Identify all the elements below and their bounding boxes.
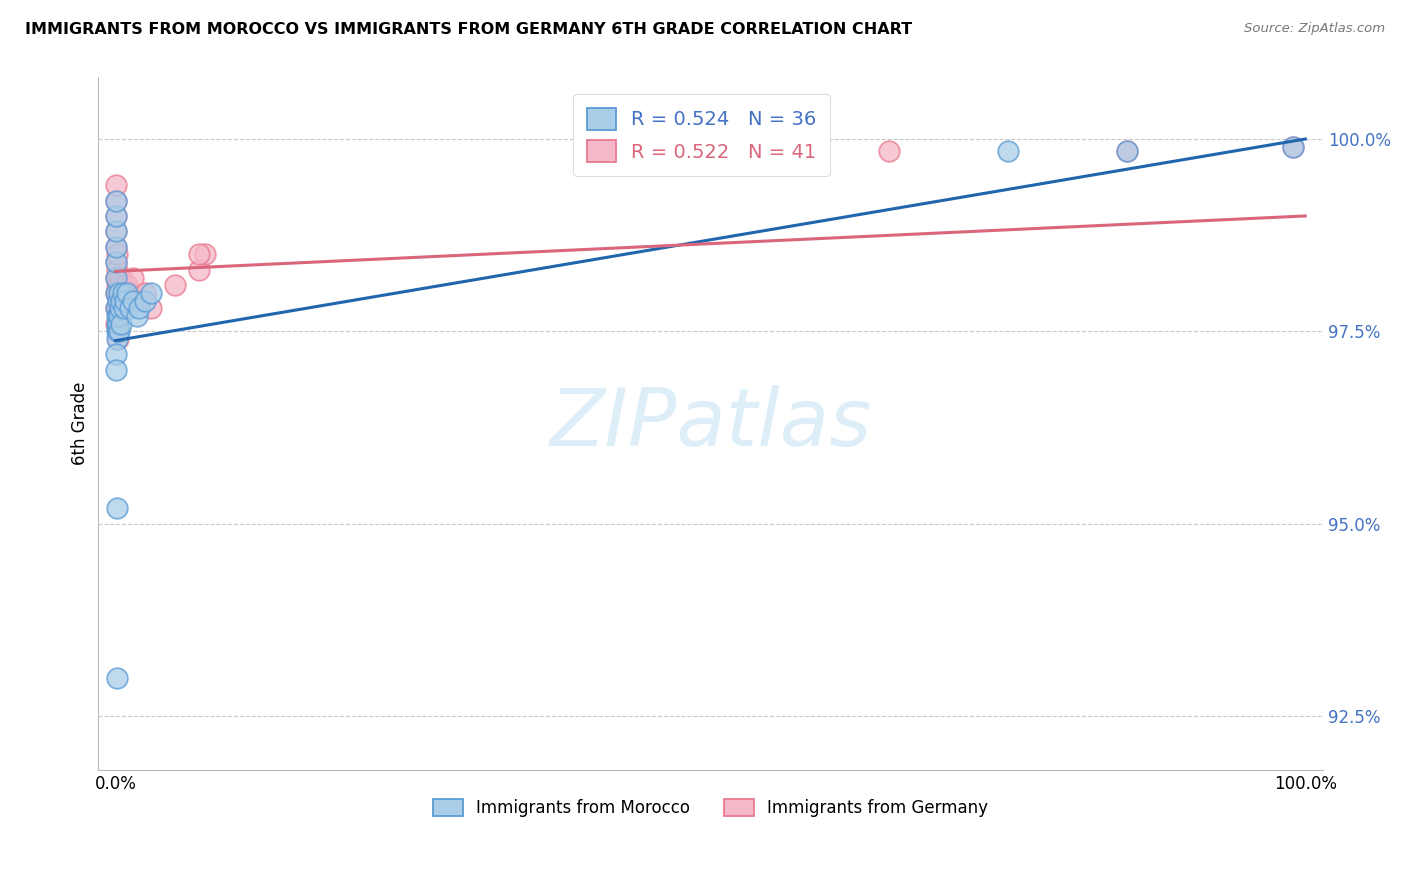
Point	[105, 194, 128, 208]
Point	[1115, 144, 1137, 158]
Point	[1115, 144, 1137, 158]
Point	[105, 240, 128, 254]
Point	[105, 247, 128, 261]
Point	[107, 293, 129, 308]
Point	[118, 301, 141, 316]
Point	[1282, 139, 1305, 153]
Point	[105, 224, 128, 238]
Point	[107, 332, 129, 346]
Point	[699, 144, 721, 158]
Point	[110, 285, 132, 300]
Point	[107, 309, 129, 323]
Point	[108, 293, 131, 308]
Point	[105, 347, 128, 361]
Point	[1282, 139, 1305, 153]
Text: Source: ZipAtlas.com: Source: ZipAtlas.com	[1244, 22, 1385, 36]
Point	[105, 270, 128, 285]
Point	[105, 317, 128, 331]
Point	[194, 247, 217, 261]
Point	[112, 301, 135, 316]
Point	[108, 301, 131, 316]
Point	[187, 262, 209, 277]
Point	[110, 293, 132, 308]
Point	[110, 317, 132, 331]
Y-axis label: 6th Grade: 6th Grade	[72, 382, 89, 466]
Point	[108, 278, 131, 293]
Point	[118, 285, 141, 300]
Point	[105, 285, 128, 300]
Point	[105, 224, 128, 238]
Point	[107, 324, 129, 338]
Point	[163, 278, 186, 293]
Point	[105, 209, 128, 223]
Point	[108, 301, 131, 316]
Point	[111, 285, 134, 300]
Point	[105, 501, 128, 516]
Point	[107, 301, 129, 316]
Point	[105, 317, 128, 331]
Point	[107, 285, 129, 300]
Point	[110, 270, 132, 285]
Point	[107, 278, 129, 293]
Point	[112, 278, 135, 293]
Point	[107, 317, 129, 331]
Point	[105, 209, 128, 223]
Point	[117, 285, 139, 300]
Text: IMMIGRANTS FROM MOROCCO VS IMMIGRANTS FROM GERMANY 6TH GRADE CORRELATION CHART: IMMIGRANTS FROM MOROCCO VS IMMIGRANTS FR…	[25, 22, 912, 37]
Point	[108, 270, 131, 285]
Point	[134, 293, 156, 308]
Point	[128, 301, 150, 316]
Point	[139, 301, 162, 316]
Point	[105, 255, 128, 269]
Point	[105, 301, 128, 316]
Point	[105, 270, 128, 285]
Point	[105, 240, 128, 254]
Point	[105, 194, 128, 208]
Point	[105, 278, 128, 293]
Point	[108, 324, 131, 338]
Point	[877, 144, 900, 158]
Point	[108, 285, 131, 300]
Point	[114, 293, 136, 308]
Point	[105, 317, 128, 331]
Point	[134, 285, 156, 300]
Point	[114, 293, 136, 308]
Point	[122, 293, 145, 308]
Point	[107, 293, 129, 308]
Point	[105, 309, 128, 323]
Point	[105, 671, 128, 685]
Point	[139, 285, 162, 300]
Point	[125, 309, 148, 323]
Point	[105, 270, 128, 285]
Point	[105, 363, 128, 377]
Point	[111, 293, 134, 308]
Point	[108, 309, 131, 323]
Point	[117, 278, 139, 293]
Point	[108, 285, 131, 300]
Point	[105, 332, 128, 346]
Point	[122, 270, 145, 285]
Legend: Immigrants from Morocco, Immigrants from Germany: Immigrants from Morocco, Immigrants from…	[426, 792, 994, 824]
Point	[105, 301, 128, 316]
Point	[105, 178, 128, 193]
Point	[128, 293, 150, 308]
Point	[105, 255, 128, 269]
Text: ZIPatlas: ZIPatlas	[550, 384, 872, 463]
Point	[187, 247, 209, 261]
Point	[105, 285, 128, 300]
Point	[105, 285, 128, 300]
Point	[105, 262, 128, 277]
Point	[105, 324, 128, 338]
Point	[997, 144, 1019, 158]
